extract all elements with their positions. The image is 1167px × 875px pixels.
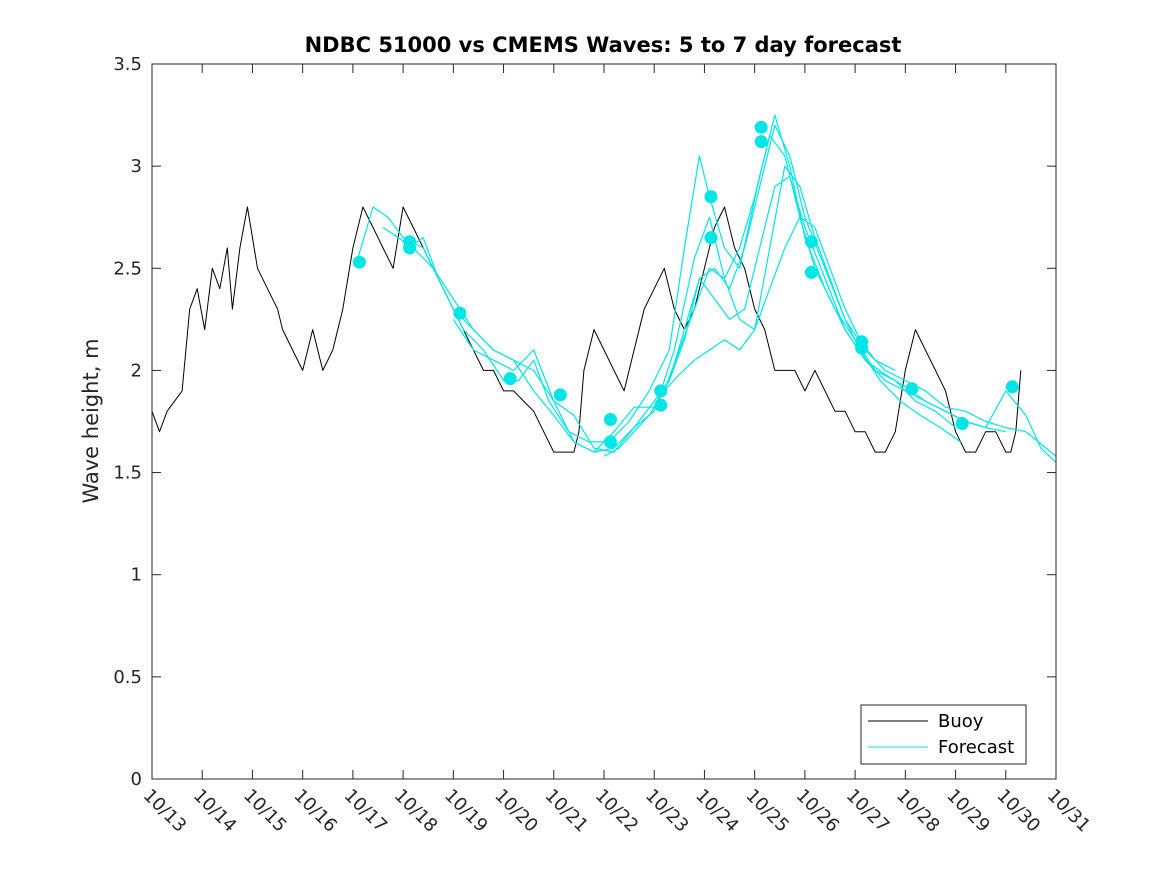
y-tick-label: 0 <box>131 769 142 790</box>
legend-forecast-label: Forecast <box>938 737 1014 758</box>
forecast-point <box>453 306 467 320</box>
chart-title: NDBC 51000 vs CMEMS Waves: 5 to 7 day fo… <box>305 33 902 57</box>
forecast-point <box>1005 380 1019 394</box>
forecast-point <box>403 235 417 249</box>
y-tick-label: 3 <box>131 156 142 177</box>
y-axis-label: Wave height, m <box>79 338 103 503</box>
plot-area <box>151 114 1057 463</box>
forecast-point <box>704 231 718 245</box>
y-tick-label: 0.5 <box>113 667 142 688</box>
forecast-point <box>855 341 869 355</box>
y-tick-label: 2 <box>131 360 142 381</box>
forecast-point <box>754 135 768 149</box>
forecast-series-line-6 <box>663 216 896 392</box>
forecast-series-line-4 <box>452 134 956 453</box>
forecast-point <box>654 398 668 412</box>
legend-box <box>860 704 1027 765</box>
forecast-point <box>654 384 668 398</box>
forecast-point <box>905 382 919 396</box>
forecast-point <box>704 190 718 204</box>
forecast-point <box>503 372 517 386</box>
forecast-point <box>955 417 969 430</box>
y-tick-label: 1.5 <box>113 463 142 484</box>
forecast-point <box>352 255 366 269</box>
legend-buoy-label: Buoy <box>938 711 984 732</box>
y-tick-label: 2.5 <box>113 258 142 279</box>
y-tick-label: 3.5 <box>113 54 142 75</box>
forecast-point <box>804 235 818 249</box>
buoy-series-line <box>151 206 1022 453</box>
forecast-point <box>604 413 617 426</box>
forecast-point <box>604 435 617 449</box>
legend: Buoy Forecast <box>860 704 1027 765</box>
forecast-point <box>754 120 768 134</box>
forecast-point <box>553 388 567 402</box>
forecast-point <box>804 265 818 279</box>
y-tick-label: 1 <box>131 565 142 586</box>
